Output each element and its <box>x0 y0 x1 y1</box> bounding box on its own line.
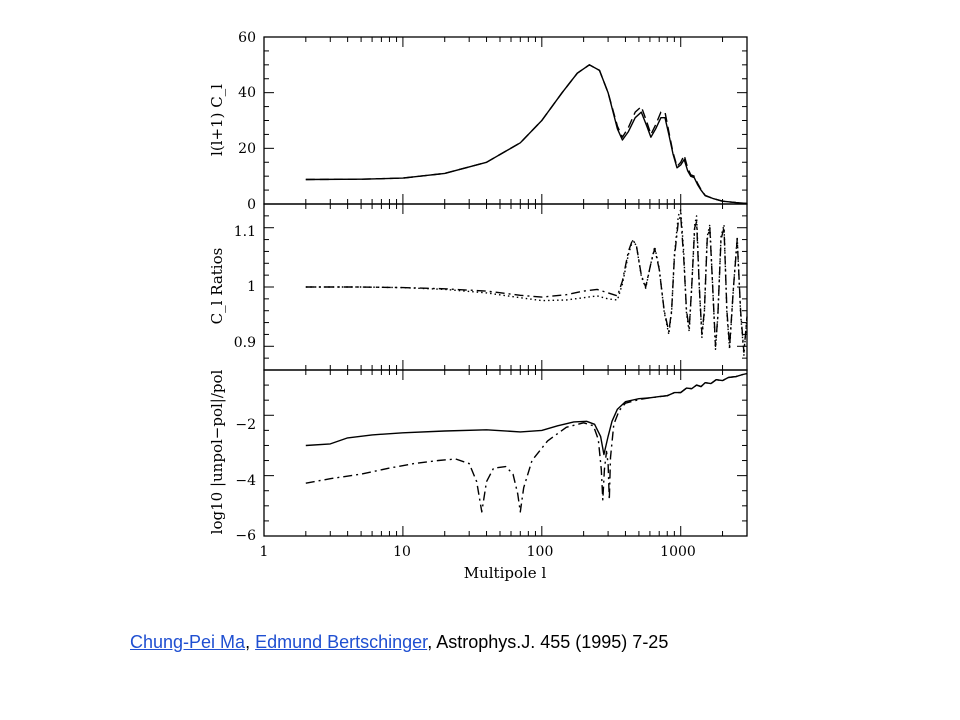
citation: Chung-Pei Ma, Edmund Bertschinger, Astro… <box>130 632 668 658</box>
tick-x-1: 1 <box>260 544 269 560</box>
tick-top-60: 60 <box>238 30 256 46</box>
panel-middle-frame <box>263 203 748 371</box>
tick-bot-minus2: −2 <box>235 417 256 433</box>
y-axis-title-top: l(l+1) C_l <box>208 84 226 156</box>
citation-separator: , <box>427 632 437 652</box>
y-axis-title-bottom: log10 |unpol−pol|/pol <box>208 369 226 534</box>
cmb-power-spectrum-figure: 0 20 40 60 0.9 1 1.1 −6 −4 −2 1 10 100 1… <box>208 30 748 582</box>
y-axis-title-middle: C_l Ratios <box>208 248 226 325</box>
series-middle-dotted-line <box>305 209 748 356</box>
series-bottom-solid-line <box>305 372 748 456</box>
x-axis-title: Multipole l <box>464 564 547 582</box>
tick-top-40: 40 <box>238 85 256 101</box>
tick-x-10: 10 <box>393 544 411 560</box>
tick-x-1000: 1000 <box>660 544 696 560</box>
tick-mid-1: 1 <box>247 279 256 295</box>
tick-bot-minus6: −6 <box>235 528 256 544</box>
journal-reference: Astrophys.J. 455 (1995) 7-25 <box>436 632 669 652</box>
citation-separator: , <box>245 632 256 652</box>
author-link-ma[interactable]: Chung-Pei Ma <box>130 632 246 652</box>
author-link-bertschinger[interactable]: Edmund Bertschinger <box>255 632 428 652</box>
tick-x-100: 100 <box>527 544 554 560</box>
series-middle-dash-dot-line <box>305 215 748 353</box>
tick-mid-0.9: 0.9 <box>234 335 256 351</box>
series-bottom-dash-dot-line <box>305 372 748 513</box>
panel-bottom-frame <box>263 369 748 537</box>
series-top-solid-line <box>305 64 748 205</box>
tick-top-20: 20 <box>238 141 256 157</box>
tick-bot-minus4: −4 <box>235 473 256 489</box>
series-top-dashed-line <box>305 64 748 205</box>
tick-top-0: 0 <box>247 197 256 213</box>
tick-mid-1.1: 1.1 <box>234 224 256 240</box>
